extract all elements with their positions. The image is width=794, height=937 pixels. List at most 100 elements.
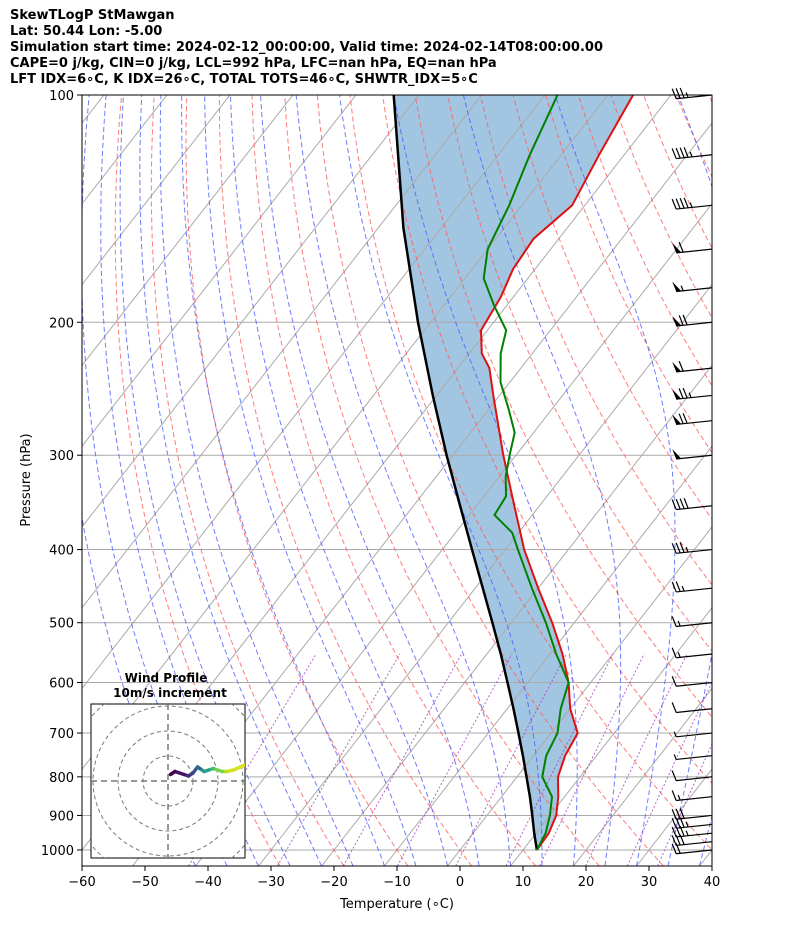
isotherm-line [82,95,546,690]
grid-layer [82,95,794,866]
mixing-ratio-line [455,653,567,866]
wind-barb-staff [676,394,713,400]
y-tick-label: 200 [49,316,74,331]
dry-adiabat-line [114,95,281,866]
moist-adiabat-line [119,95,291,866]
isotherm-line [763,95,794,866]
wind-barb-flag [671,676,677,687]
moist-adiabat-line [554,95,676,866]
wind-barb-staff [676,776,713,782]
wind-barb-flag [675,581,681,592]
wind-barb [671,616,713,628]
wind-barb-flag [675,808,681,820]
wind-barb-flag [675,88,681,99]
wind-barb [671,770,713,782]
wind-barb-flag [671,817,677,829]
moist-adiabat-line [159,95,354,866]
dry-adiabat-line [218,95,473,866]
hodograph-plot [91,704,245,858]
wind-barb-flag [675,542,681,554]
mixing-ratio-line [657,742,712,866]
wind-barb-pennant [672,242,682,253]
dry-adiabat-line [284,95,600,866]
wind-barb-flag [671,647,677,658]
hodograph-inset: Wind Profile 10m/s increment [90,671,246,859]
wind-barb-half-flag [677,794,681,801]
wind-barb-flag [679,542,685,553]
isotherm-line [573,687,712,866]
wind-barb-flag [678,413,684,424]
wind-barb-flag [682,413,688,424]
wind-barb-flag [675,147,681,159]
wind-barb-staff [676,823,713,829]
x-tick-label: −20 [320,875,347,890]
wind-barb-half-flag [681,585,685,592]
x-tick-label: 0 [456,875,464,890]
moist-adiabat-line [295,95,511,866]
wind-barb-staff [676,367,713,373]
wind-barb-staff [676,321,713,327]
y-tick-label: 300 [49,449,74,464]
wind-barb-flag [675,498,681,510]
dry-adiabat-line [643,95,712,250]
wind-barb-half-flag [689,151,693,158]
dry-adiabat-line [479,95,712,586]
wind-barb-flag [678,241,684,253]
dry-adiabat-line [708,95,712,104]
isotherm-line [258,283,712,866]
wind-barb [672,314,713,327]
isotherm-line [82,95,483,609]
chart-title-line3: Simulation start time: 2024-02-12_00:00:… [10,40,603,55]
wind-barb-flag [671,790,677,801]
dry-adiabat-line [774,95,794,866]
wind-barb-pennant [672,281,682,292]
hodograph-title: Wind Profile [125,671,208,685]
wind-barb-half-flag [685,830,689,836]
moist-adiabat-line [699,813,712,866]
wind-barb [671,676,713,687]
wind-barb-flag [682,387,688,399]
cape-shaded-area [393,95,634,850]
wind-barb [673,754,713,761]
wind-barb-staff [676,708,713,714]
dewpoint-profile-line [482,95,570,851]
series-layer [392,95,634,851]
wind-barb [671,87,713,100]
isotherm-line [636,768,712,866]
isotherm-line [510,606,712,866]
wind-barb-flag [683,147,689,158]
wind-barb [673,731,713,738]
wind-barb-staff [676,420,713,426]
wind-barb-staff [676,454,713,460]
axes-layer: −60 −50 −40 −30 −20 −10 0 10 20 30 40 1000 900 800 700… [41,89,720,890]
wind-barbs-layer [671,87,713,855]
dry-adiabat-line [577,95,712,387]
wind-barb-pennant [672,448,682,459]
hodograph-subtitle: 10m/s increment [113,686,227,700]
wind-barb-half-flag [677,620,681,627]
x-tick-label: −40 [194,875,221,890]
mixing-ratio-line [342,653,462,866]
wind-barb-staff [676,653,713,659]
moist-adiabat-line [393,95,578,866]
y-tick-label: 800 [49,771,74,786]
x-tick-label: −10 [383,875,410,890]
wind-barb-half-flag [685,546,689,553]
moist-adiabat-line [181,95,385,866]
wind-barb-staff [676,94,713,100]
dry-adiabat-line [316,95,664,866]
wind-barb-staff [676,505,713,511]
wind-barb-flag [682,314,688,326]
wind-barb-staff [676,841,713,847]
wind-barb-half-flag [688,392,692,398]
chart-title-line4: CAPE=0 j/kg, CIN=0 j/kg, LCL=992 hPa, LF… [10,56,497,71]
cape-shading-layer [393,95,634,850]
x-tick-label: 20 [578,875,595,890]
isotherm-line [321,364,712,866]
wind-barb [672,241,713,254]
mixing-ratio-line [276,653,401,866]
wind-barb-flag [683,197,689,209]
wind-barb-half-flag [673,731,677,738]
wind-barb-flag [678,315,684,326]
